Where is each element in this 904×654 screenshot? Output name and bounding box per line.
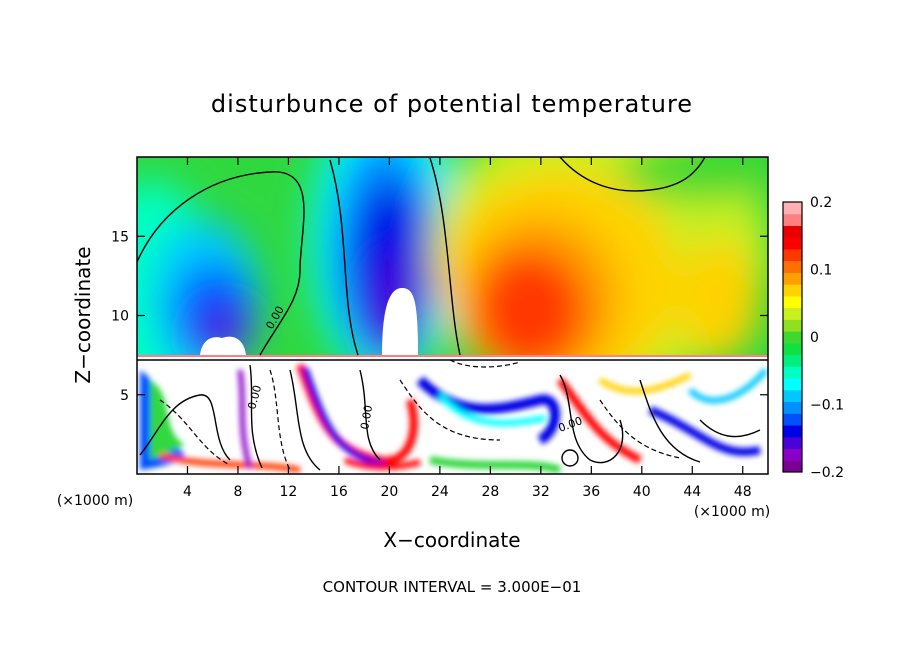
contour-interval-note: CONTOUR INTERVAL = 3.000E−01	[323, 578, 582, 596]
x-tick-label: 32	[532, 484, 550, 500]
colorbar-tick-label: 0.1	[810, 263, 832, 279]
colorbar-frame	[782, 201, 803, 473]
contour-label: 0.00	[245, 384, 264, 411]
colorbar-swatch	[783, 213, 802, 226]
colorbar-swatch	[783, 225, 802, 238]
colorbar-swatch	[783, 401, 802, 414]
cold-core-left	[200, 336, 246, 355]
x-unit-right: (×1000 m)	[694, 504, 770, 520]
colorbar-swatch	[783, 260, 802, 273]
colorbar-tick-label: −0.1	[810, 398, 844, 414]
colorbar-swatch	[783, 319, 802, 332]
colorbar-swatch	[783, 448, 802, 461]
colorbar-swatch	[783, 378, 802, 391]
colorbar-swatch	[783, 342, 802, 356]
colorbar-swatch	[783, 366, 802, 379]
chart-title: disturbunce of potential temperature	[211, 90, 693, 118]
colorbar-swatch	[783, 248, 802, 262]
y-axis-label: Z−coordinate	[71, 246, 95, 383]
y-tick-label: 5	[120, 388, 129, 404]
colorbar-swatch	[783, 237, 802, 250]
contour-label: 0.00	[358, 404, 375, 430]
colorbar-swatch	[783, 436, 802, 450]
colorbar-swatch	[783, 295, 802, 309]
x-axis-label: X−coordinate	[383, 528, 520, 552]
colorbar-swatch	[783, 307, 802, 320]
colorbar-swatch	[783, 413, 802, 426]
colorbar-tick-label: 0.2	[810, 195, 832, 211]
x-tick-label: 44	[683, 484, 701, 500]
colorbar-swatch	[783, 272, 802, 285]
heatmap-field	[137, 157, 768, 474]
x-tick-label: 48	[734, 484, 752, 500]
colorbar-swatch	[783, 389, 802, 403]
dashed-contours	[159, 359, 681, 471]
colorbar-tick-label: −0.2	[810, 465, 844, 481]
colorbar-labels: 0.2 0.1 0 −0.1 −0.2	[810, 195, 844, 481]
y-tick-label: 15	[111, 229, 129, 245]
x-tick-label: 36	[582, 484, 600, 500]
contour-lines	[137, 157, 768, 471]
colorbar-swatch	[783, 425, 802, 438]
y-tick-label: 10	[111, 309, 129, 325]
colorbar-swatch	[783, 284, 802, 297]
x-tick-label: 12	[280, 484, 298, 500]
colorbar-swatch	[783, 331, 802, 344]
colorbar	[782, 201, 803, 473]
x-tick-label: 40	[633, 484, 651, 500]
lower-layer	[137, 355, 768, 474]
x-tick-label: 24	[431, 484, 449, 500]
upper-field	[137, 157, 768, 420]
x-tick-label: 8	[233, 484, 242, 500]
x-unit-left: (×1000 m)	[57, 493, 133, 509]
x-tick-label: 20	[380, 484, 398, 500]
x-tick-label: 28	[481, 484, 499, 500]
x-ticks: 4 8 12 16 20 24 28 32 36 40 44 48	[183, 157, 752, 500]
colorbar-tick-label: 0	[810, 330, 819, 346]
cold-core	[382, 288, 418, 355]
x-tick-label: 4	[183, 484, 192, 500]
y-ticks: 5 10 15	[111, 229, 768, 404]
colorbar-swatch	[783, 202, 802, 215]
colorbar-swatch	[783, 354, 802, 367]
colorbar-swatch	[783, 460, 802, 473]
x-tick-label: 16	[330, 484, 348, 500]
